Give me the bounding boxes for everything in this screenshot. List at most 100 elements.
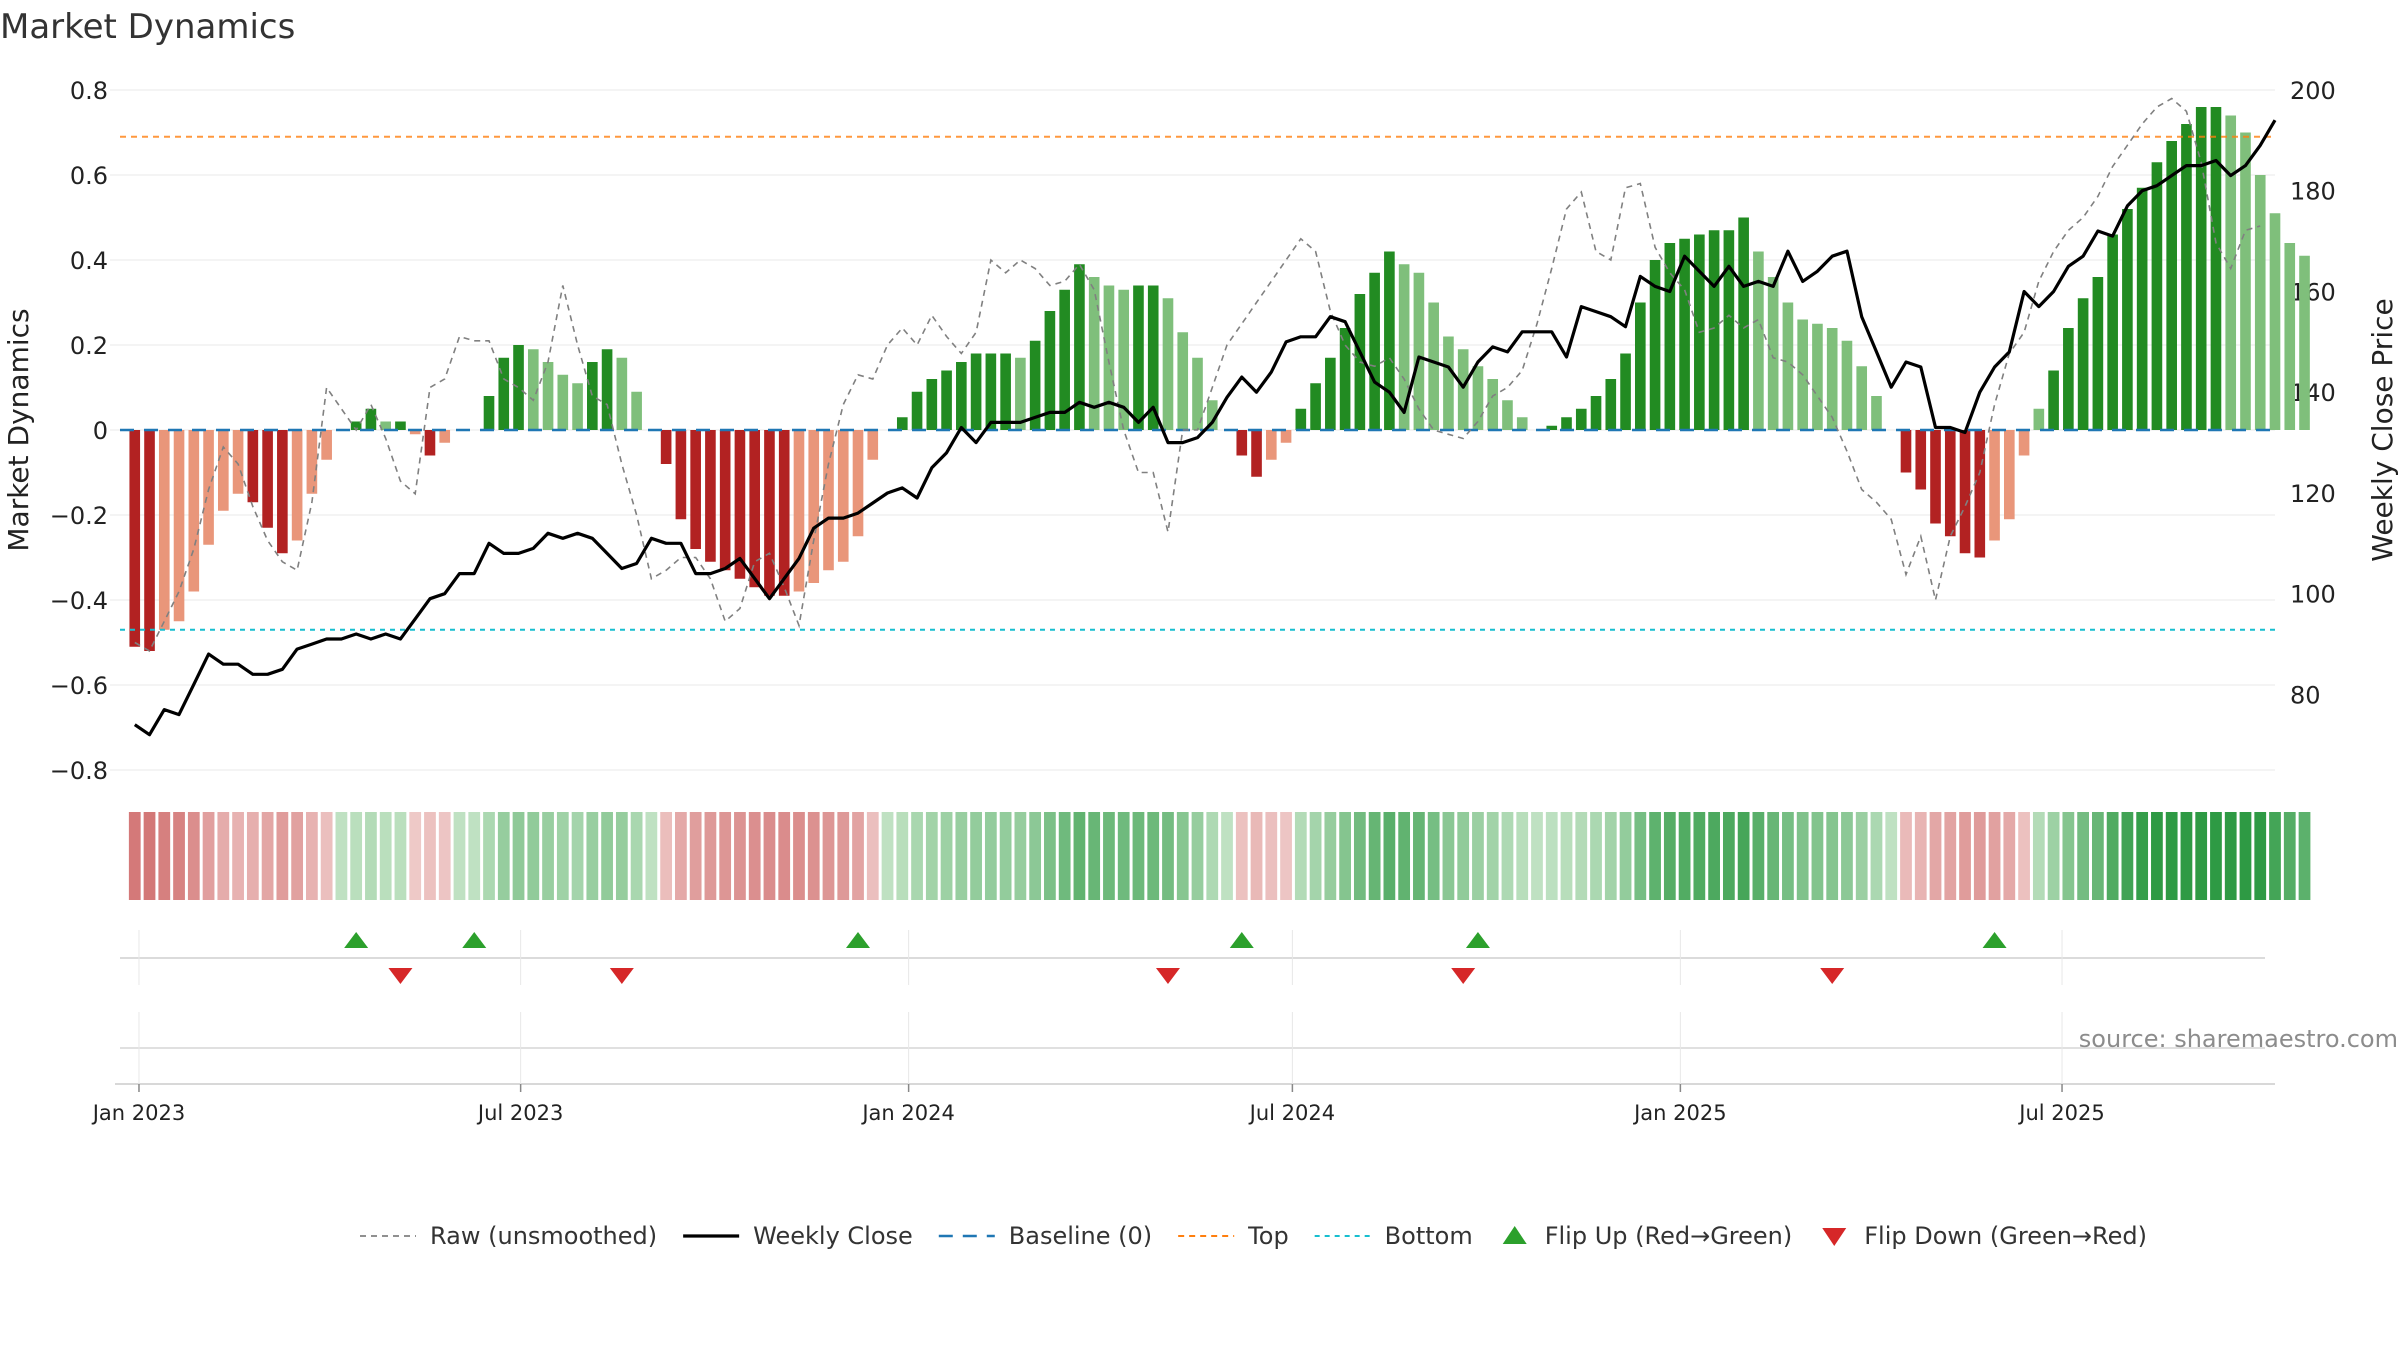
dynamics-bar xyxy=(1295,408,1307,430)
x-tick-label: Jan 2024 xyxy=(860,1101,955,1125)
dynamics-bar xyxy=(616,357,628,430)
dynamics-bar xyxy=(1206,400,1218,430)
heat-cell xyxy=(1176,812,1189,900)
flip-down-marker xyxy=(388,968,413,984)
heat-cell xyxy=(232,812,244,900)
dynamics-bar xyxy=(1177,332,1189,430)
heat-cell xyxy=(807,812,820,900)
heat-cell xyxy=(1383,812,1396,900)
dynamics-bar xyxy=(675,430,687,520)
heat-cell xyxy=(1191,812,1204,900)
heat-cell xyxy=(291,812,304,900)
dynamics-bar xyxy=(837,430,849,562)
heat-cell xyxy=(1782,812,1794,900)
dynamics-bar xyxy=(1369,272,1380,430)
dynamics-bar xyxy=(1310,383,1321,430)
dynamics-bar xyxy=(1443,336,1454,430)
dynamics-bar xyxy=(1605,379,1617,430)
dynamics-bar xyxy=(2033,408,2045,430)
dynamics-bar xyxy=(144,430,155,651)
dynamics-bar xyxy=(2225,115,2237,430)
dynamics-bar xyxy=(631,391,642,430)
dynamics-bar xyxy=(1413,272,1425,430)
heat-cell xyxy=(2254,812,2267,900)
dynamics-bar xyxy=(188,430,200,592)
dynamics-bar xyxy=(1428,302,1439,430)
heat-cell xyxy=(2151,812,2163,900)
dynamics-bar xyxy=(1074,264,1085,430)
dynamics-bar xyxy=(129,430,141,647)
heat-cell xyxy=(1442,812,1455,900)
legend-item-flip_down: Flip Down (Green→Red) xyxy=(1822,1222,2147,1250)
dynamics-bar xyxy=(1457,349,1469,430)
dynamics-bar xyxy=(1044,311,1056,430)
dynamics-bar xyxy=(808,430,820,583)
heat-cell xyxy=(793,812,805,900)
heat-cell xyxy=(704,812,717,900)
legend-item-baseline: Baseline (0) xyxy=(938,1222,1152,1250)
dynamics-bar xyxy=(1620,353,1631,430)
heat-cell xyxy=(1604,812,1617,900)
heat-cell xyxy=(2283,812,2296,900)
heat-cell xyxy=(689,812,702,900)
dynamics-bar xyxy=(1738,217,1749,430)
dynamics-bar xyxy=(719,430,731,571)
y-tick-right: 200 xyxy=(2290,77,2336,105)
dynamics-bar xyxy=(778,430,790,596)
flip-down-marker xyxy=(1155,968,1180,984)
heat-cell xyxy=(1693,812,1706,900)
heat-cell xyxy=(1250,812,1263,900)
dynamics-bar xyxy=(1664,243,1676,430)
heat-cell xyxy=(1973,812,1986,900)
main-panel: 0.8 0.6 0.4 0.2 0 −0.2 −0.4 −0.6 −0.8 200 180 160 14… xyxy=(50,77,2336,785)
dynamics-bar xyxy=(1634,302,1646,430)
y-tick-right: 100 xyxy=(2290,581,2336,609)
heat-cell xyxy=(2239,812,2252,900)
heat-cell xyxy=(1029,812,1042,900)
dynamics-bar xyxy=(1649,260,1661,430)
flip-up-marker xyxy=(462,932,487,948)
heat-cell xyxy=(468,812,481,900)
x-tick-label: Jan 2023 xyxy=(91,1101,186,1125)
heat-cell xyxy=(1501,812,1514,900)
heat-cell xyxy=(453,812,466,900)
heat-cell xyxy=(1103,812,1115,900)
dynamics-bar xyxy=(158,430,170,630)
heat-cell xyxy=(925,812,938,900)
weekly-close-line xyxy=(133,119,2277,737)
x-tick-label: Jul 2023 xyxy=(476,1101,563,1125)
dynamics-bar xyxy=(2210,107,2222,430)
heat-cell xyxy=(675,812,687,900)
heat-cell xyxy=(1767,812,1780,900)
heat-cell xyxy=(1280,812,1292,900)
y-tick-right: 140 xyxy=(2290,379,2336,407)
heat-cell xyxy=(1132,812,1145,900)
dynamics-bar xyxy=(277,430,288,554)
heat-cell xyxy=(379,812,392,900)
heat-cell xyxy=(1988,812,2001,900)
heat-cell xyxy=(1752,812,1765,900)
heat-cell xyxy=(2003,812,2016,900)
dynamics-bar xyxy=(350,421,362,430)
heat-cell xyxy=(1221,812,1233,900)
dynamics-bar xyxy=(1487,379,1499,430)
heat-cell xyxy=(2032,812,2045,900)
heat-cell xyxy=(586,812,599,900)
dynamics-bar xyxy=(1192,357,1203,430)
heat-cell xyxy=(2018,812,2030,900)
heat-cell xyxy=(143,812,156,900)
dynamics-bar xyxy=(1753,251,1764,430)
dynamics-bar xyxy=(1930,430,1941,524)
dynamics-bar xyxy=(911,391,923,430)
dynamics-bar xyxy=(1561,417,1572,430)
heat-cell xyxy=(896,812,909,900)
dynamics-bar xyxy=(1015,357,1026,430)
dynamics-bar xyxy=(1059,289,1070,430)
dynamics-bar xyxy=(2122,209,2133,430)
close-legend-label: Weekly Close xyxy=(753,1222,913,1250)
flip-up-legend-icon xyxy=(1502,1226,1527,1244)
heat-cell xyxy=(1486,812,1499,900)
y-tick-right: 80 xyxy=(2290,681,2321,709)
heat-cell xyxy=(1088,812,1101,900)
heat-cell xyxy=(1722,812,1735,900)
